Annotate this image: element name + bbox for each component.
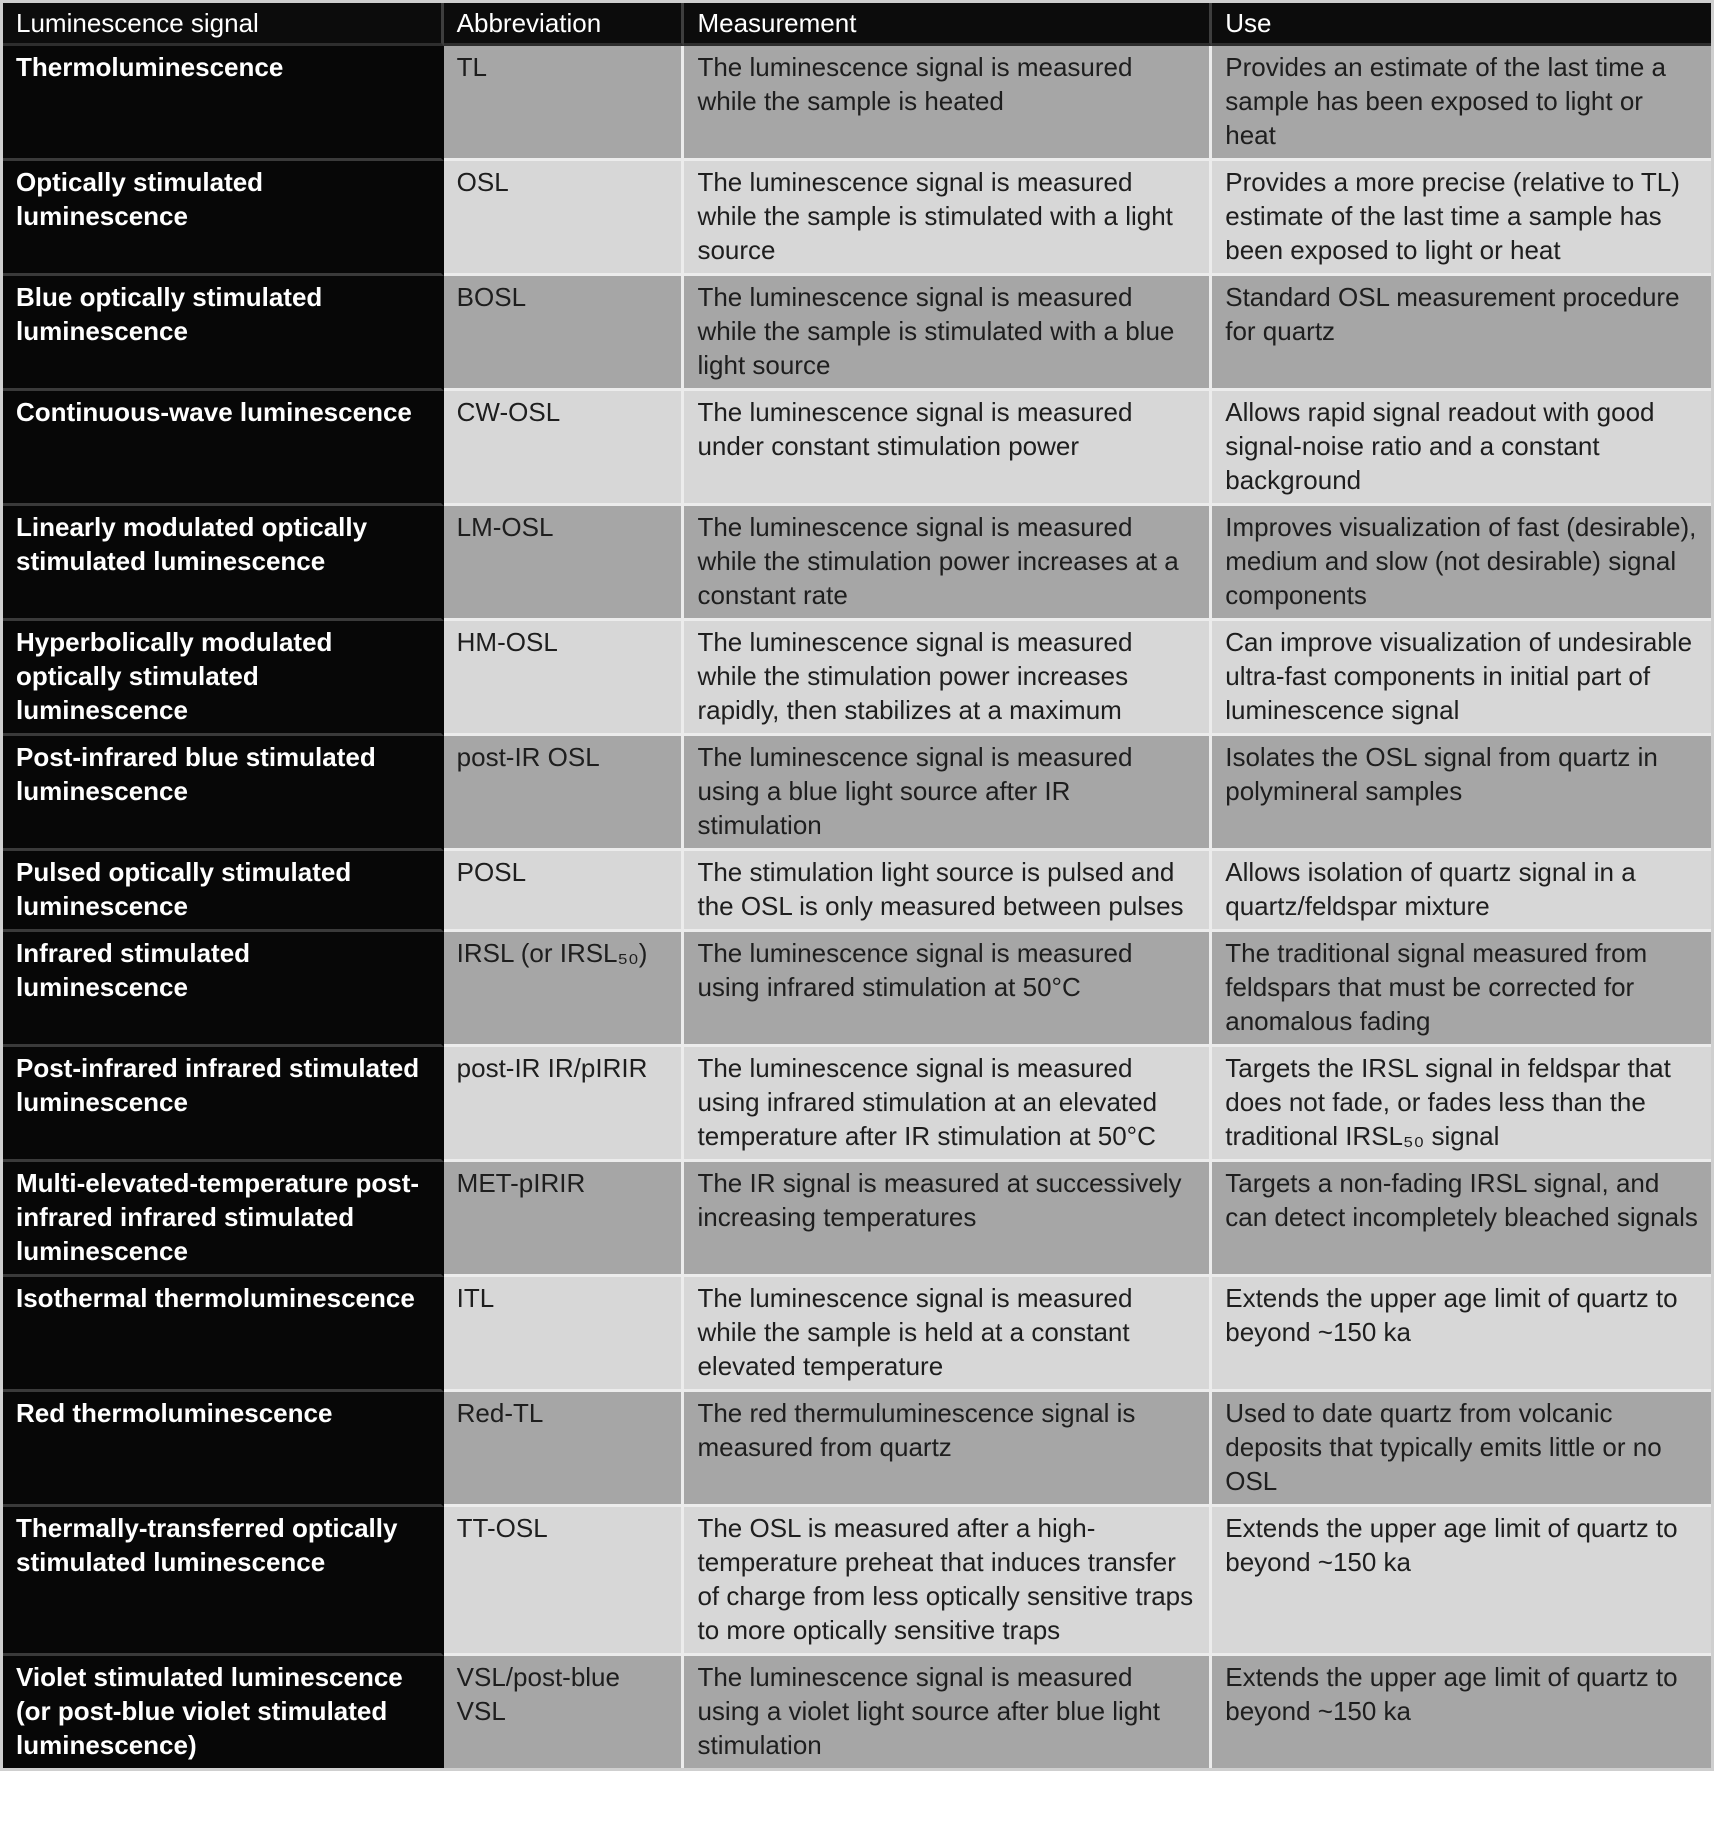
measurement-cell: The OSL is measured after a high-tempera…	[684, 1507, 1213, 1656]
abbreviation-cell: POSL	[443, 851, 685, 932]
table-body: Thermoluminescence TL The luminescence s…	[3, 46, 1711, 1768]
measurement-cell: The luminescence signal is measured usin…	[684, 736, 1213, 851]
measurement-cell: The luminescence signal is measured usin…	[684, 932, 1213, 1047]
table-row: Hyperbolically modulated optically stimu…	[3, 621, 1711, 736]
use-cell: Can improve visualization of undesirable…	[1212, 621, 1711, 736]
column-header-abbreviation: Abbreviation	[443, 3, 685, 46]
abbreviation-cell: TT-OSL	[443, 1507, 685, 1656]
signal-cell: Continuous-wave luminescence	[3, 391, 444, 506]
column-header-signal: Luminescence signal	[3, 3, 444, 46]
table-row: Infrared stimulated luminescence IRSL (o…	[3, 932, 1711, 1047]
table-row: Post-infrared infrared stimulated lumine…	[3, 1047, 1711, 1162]
table-row: Isothermal thermoluminescence ITL The lu…	[3, 1277, 1711, 1392]
measurement-cell: The luminescence signal is measured usin…	[684, 1656, 1213, 1768]
signal-cell: Thermally-transferred optically stimulat…	[3, 1507, 444, 1656]
measurement-cell: The luminescence signal is measured whil…	[684, 161, 1213, 276]
use-cell: Allows isolation of quartz signal in a q…	[1212, 851, 1711, 932]
signal-cell: Post-infrared blue stimulated luminescen…	[3, 736, 444, 851]
measurement-cell: The stimulation light source is pulsed a…	[684, 851, 1213, 932]
signal-cell: Red thermoluminescence	[3, 1392, 444, 1507]
measurement-cell: The luminescence signal is measured whil…	[684, 46, 1213, 161]
abbreviation-cell: HM-OSL	[443, 621, 685, 736]
table-row: Pulsed optically stimulated luminescence…	[3, 851, 1711, 932]
table-row: Thermally-transferred optically stimulat…	[3, 1507, 1711, 1656]
signal-cell: Optically stimulated luminescence	[3, 161, 444, 276]
signal-cell: Linearly modulated optically stimulated …	[3, 506, 444, 621]
abbreviation-cell: Red-TL	[443, 1392, 685, 1507]
abbreviation-cell: ITL	[443, 1277, 685, 1392]
use-cell: Used to date quartz from volcanic deposi…	[1212, 1392, 1711, 1507]
measurement-cell: The luminescence signal is measured whil…	[684, 276, 1213, 391]
signal-cell: Pulsed optically stimulated luminescence	[3, 851, 444, 932]
signal-cell: Multi-elevated-temperature post-infrared…	[3, 1162, 444, 1277]
use-cell: Targets the IRSL signal in feldspar that…	[1212, 1047, 1711, 1162]
column-header-measurement: Measurement	[684, 3, 1213, 46]
table-row: Red thermoluminescence Red-TL The red th…	[3, 1392, 1711, 1507]
use-cell: Extends the upper age limit of quartz to…	[1212, 1277, 1711, 1392]
signal-cell: Thermoluminescence	[3, 46, 444, 161]
signal-cell: Infrared stimulated luminescence	[3, 932, 444, 1047]
measurement-cell: The luminescence signal is measured whil…	[684, 506, 1213, 621]
column-header-use: Use	[1212, 3, 1711, 46]
abbreviation-cell: post-IR IR/pIRIR	[443, 1047, 685, 1162]
abbreviation-cell: TL	[443, 46, 685, 161]
abbreviation-cell: MET-pIRIR	[443, 1162, 685, 1277]
table-row: Continuous-wave luminescence CW-OSL The …	[3, 391, 1711, 506]
use-cell: The traditional signal measured from fel…	[1212, 932, 1711, 1047]
abbreviation-cell: CW-OSL	[443, 391, 685, 506]
table-row: Blue optically stimulated luminescence B…	[3, 276, 1711, 391]
signal-cell: Hyperbolically modulated optically stimu…	[3, 621, 444, 736]
measurement-cell: The luminescence signal is measured whil…	[684, 621, 1213, 736]
use-cell: Provides a more precise (relative to TL)…	[1212, 161, 1711, 276]
signal-cell: Isothermal thermoluminescence	[3, 1277, 444, 1392]
abbreviation-cell: LM-OSL	[443, 506, 685, 621]
use-cell: Provides an estimate of the last time a …	[1212, 46, 1711, 161]
luminescence-table-container: Luminescence signal Abbreviation Measure…	[0, 0, 1714, 1771]
abbreviation-cell: BOSL	[443, 276, 685, 391]
measurement-cell: The luminescence signal is measured unde…	[684, 391, 1213, 506]
abbreviation-cell: IRSL (or IRSL₅₀)	[443, 932, 685, 1047]
use-cell: Extends the upper age limit of quartz to…	[1212, 1507, 1711, 1656]
use-cell: Standard OSL measurement procedure for q…	[1212, 276, 1711, 391]
table-row: Thermoluminescence TL The luminescence s…	[3, 46, 1711, 161]
measurement-cell: The luminescence signal is measured usin…	[684, 1047, 1213, 1162]
table-row: Violet stimulated luminescence (or post-…	[3, 1656, 1711, 1768]
table-row: Optically stimulated luminescence OSL Th…	[3, 161, 1711, 276]
measurement-cell: The IR signal is measured at successivel…	[684, 1162, 1213, 1277]
luminescence-signals-table: Luminescence signal Abbreviation Measure…	[3, 3, 1711, 1768]
measurement-cell: The luminescence signal is measured whil…	[684, 1277, 1213, 1392]
measurement-cell: The red thermuluminescence signal is mea…	[684, 1392, 1213, 1507]
abbreviation-cell: VSL/post-blue VSL	[443, 1656, 685, 1768]
abbreviation-cell: post-IR OSL	[443, 736, 685, 851]
signal-cell: Violet stimulated luminescence (or post-…	[3, 1656, 444, 1768]
signal-cell: Post-infrared infrared stimulated lumine…	[3, 1047, 444, 1162]
signal-cell: Blue optically stimulated luminescence	[3, 276, 444, 391]
use-cell: Isolates the OSL signal from quartz in p…	[1212, 736, 1711, 851]
table-row: Post-infrared blue stimulated luminescen…	[3, 736, 1711, 851]
header-row: Luminescence signal Abbreviation Measure…	[3, 3, 1711, 46]
use-cell: Improves visualization of fast (desirabl…	[1212, 506, 1711, 621]
use-cell: Allows rapid signal readout with good si…	[1212, 391, 1711, 506]
table-row: Multi-elevated-temperature post-infrared…	[3, 1162, 1711, 1277]
use-cell: Extends the upper age limit of quartz to…	[1212, 1656, 1711, 1768]
use-cell: Targets a non-fading IRSL signal, and ca…	[1212, 1162, 1711, 1277]
table-row: Linearly modulated optically stimulated …	[3, 506, 1711, 621]
abbreviation-cell: OSL	[443, 161, 685, 276]
